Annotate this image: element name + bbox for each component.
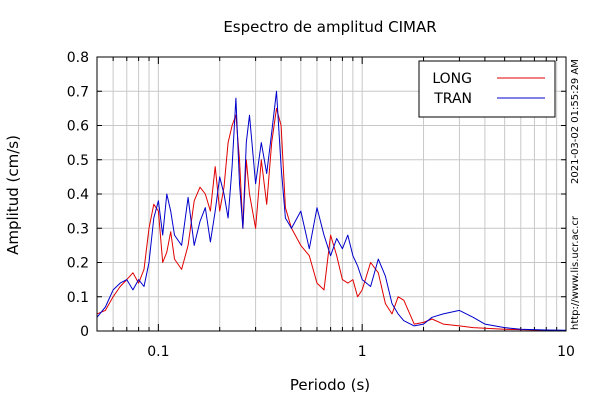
legend: LONG TRAN	[418, 60, 556, 118]
y-tick-label: 0.5	[67, 153, 89, 169]
x-tick-label: 1	[358, 344, 367, 360]
y-tick-label: 0.2	[67, 256, 89, 272]
y-tick-label: 0.7	[67, 84, 89, 100]
x-tick-label: 0.1	[147, 344, 169, 360]
plot-frame	[96, 56, 567, 332]
y-axis-label: Amplitud (cm/s)	[4, 135, 22, 255]
timestamp-text: 2021-03-02 01:55:29 AM	[570, 59, 581, 184]
x-tick-label: 10	[557, 344, 575, 360]
x-axis-label: Periodo (s)	[290, 376, 370, 394]
y-tick-label: 0.1	[67, 290, 89, 306]
legend-label-tran: TRAN	[433, 91, 472, 107]
source-url-text: http://www.lis.ucr.ac.cr	[570, 215, 581, 330]
legend-label-long: LONG	[432, 71, 472, 87]
series-line-long	[96, 107, 567, 332]
y-tick-label: 0	[80, 324, 89, 340]
plot-lines	[96, 90, 567, 332]
y-tick-label: 0.3	[67, 221, 89, 237]
y-tick-label: 0.8	[67, 50, 89, 66]
y-tick-label: 0.4	[67, 187, 89, 203]
legend-box	[418, 60, 556, 118]
chart-title: Espectro de amplitud CIMAR	[223, 18, 436, 36]
grid-lines	[97, 57, 566, 331]
y-tick-label: 0.6	[67, 119, 89, 135]
axis-ticks: 0 0.1 0.2 0.3 0.4 0.5 0.6 0.7 0.8 0.1 1 10	[67, 50, 575, 360]
series-line-tran	[96, 90, 567, 331]
